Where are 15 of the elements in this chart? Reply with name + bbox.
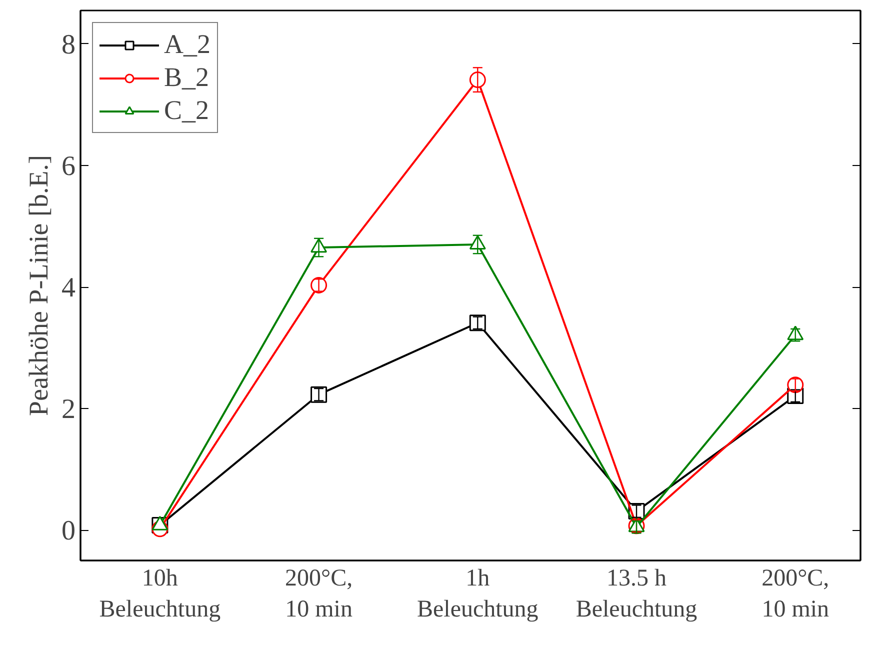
y-tick-label: 8: [62, 29, 76, 60]
y-tick-label: 4: [62, 272, 76, 304]
legend-label: C_2: [164, 95, 210, 126]
x-tick-label: 10h Beleuchtung: [99, 566, 221, 623]
legend-label: A_2: [164, 29, 210, 60]
y-tick-label: 0: [62, 516, 76, 547]
point: [469, 72, 486, 88]
x-tick-label: 1h Beleuchtung: [417, 566, 538, 623]
y-tick-label: 6: [62, 150, 76, 182]
x-tick-label: 13.5 h Beleuchtung: [576, 566, 698, 623]
y-tick-label: 2: [62, 394, 76, 426]
x-tick-label: 200°C, 10 min: [762, 566, 830, 623]
y-axis-title: Peakhöhe P-Linie [b.E.]: [24, 155, 54, 416]
legend-label: B_2: [164, 62, 210, 93]
x-tick-label: 200°C, 10 min: [284, 566, 353, 623]
